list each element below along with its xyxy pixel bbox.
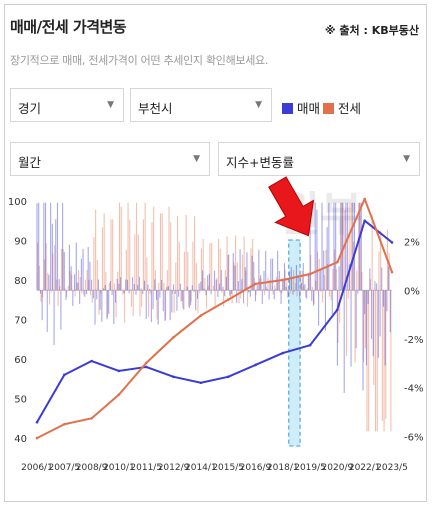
period-select-value: 월간 [18, 155, 42, 170]
period-select[interactable]: 월간 ▼ [10, 142, 210, 176]
point-jeonse [199, 314, 203, 317]
point-sale [254, 363, 257, 367]
y-tick-left: 100 [8, 197, 27, 208]
city-select[interactable]: 부천시 ▼ [130, 88, 272, 122]
point-jeonse [90, 417, 93, 420]
point-jeonse [390, 270, 394, 274]
metric-select-value: 지수+변동률 [226, 155, 294, 170]
y-tick-left: 60 [14, 355, 27, 366]
point-sale [117, 369, 121, 373]
point-jeonse [117, 393, 121, 396]
point-sale [281, 351, 285, 355]
x-tick-label: 2016/9 [240, 463, 272, 473]
point-jeonse [281, 278, 285, 282]
y-tick-right: -4% [404, 384, 423, 395]
x-tick-label: 2023/5 [376, 463, 408, 473]
point-sale [35, 420, 39, 424]
x-tick-label: 2019/5 [294, 463, 326, 473]
chevron-down-icon: ▼ [255, 100, 262, 110]
y-tick-left: 90 [14, 236, 27, 247]
x-tick-label: 2015/5 [212, 463, 244, 473]
region-select[interactable]: 경기 ▼ [10, 88, 124, 122]
x-tick-label: 2020/9 [322, 463, 354, 473]
point-sale [363, 219, 366, 222]
point-jeonse [35, 436, 39, 440]
series-line-jeonse [36, 197, 393, 439]
point-jeonse [226, 298, 230, 302]
highlight-range [288, 239, 301, 447]
legend-swatch-jeonse [323, 103, 334, 114]
point-sale [308, 343, 312, 347]
y-tick-right: 0% [404, 286, 420, 297]
point-jeonse [363, 197, 366, 201]
page-title: 매매/전세 가격변동 [10, 18, 127, 36]
x-tick-label: 2011/5 [130, 463, 162, 473]
legend-swatch-sale [282, 103, 293, 114]
x-tick-label: 2008/9 [76, 463, 108, 473]
point-sale [144, 365, 148, 369]
metric-select[interactable]: 지수+변동률 ▼ [218, 142, 420, 176]
chevron-down-icon: ▼ [107, 100, 114, 110]
point-sale [172, 375, 175, 379]
legend-jeonse[interactable]: 전세 [323, 98, 361, 117]
x-tick-label: 2010/1 [103, 463, 135, 473]
x-tick-label: 2022/1 [349, 463, 381, 473]
x-tick-label: 2006/1 [21, 463, 53, 473]
point-jeonse [308, 272, 312, 276]
x-tick-label: 2014/1 [185, 463, 217, 473]
legend-label-sale: 매매 [297, 101, 321, 116]
chevron-down-icon: ▼ [193, 154, 200, 164]
point-sale [336, 308, 339, 311]
arrow-icon [268, 176, 315, 237]
x-tick-label: 2018/1 [267, 463, 299, 473]
x-tick-label: 2007/5 [48, 463, 80, 473]
subtitle: 장기적으로 매매, 전세가격이 어떤 추세인지 확인해보세요. [10, 54, 269, 67]
chevron-down-icon: ▼ [403, 154, 410, 164]
y-tick-right: 2% [404, 238, 420, 249]
y-tick-left: 50 [14, 395, 27, 406]
y-tick-left: 40 [14, 434, 27, 445]
y-tick-right: -6% [404, 432, 423, 443]
point-sale [63, 373, 66, 377]
point-sale [199, 381, 203, 385]
point-jeonse [63, 422, 66, 426]
point-sale [226, 375, 230, 379]
region-select-value: 경기 [18, 101, 42, 116]
source-note: ※ 출처 : KB부동산 [324, 24, 419, 37]
point-sale [90, 359, 93, 363]
point-jeonse [336, 260, 339, 264]
y-tick-left: 80 [14, 276, 27, 287]
y-tick-right: -2% [404, 335, 423, 346]
y-tick-left: 70 [14, 316, 27, 327]
point-jeonse [144, 361, 148, 365]
point-sale [390, 241, 394, 244]
series-line-sale [36, 219, 393, 423]
point-jeonse [172, 335, 175, 339]
city-select-value: 부천시 [138, 101, 173, 116]
point-jeonse [254, 282, 257, 286]
x-tick-label: 2012/9 [158, 463, 190, 473]
chart-panel [4, 4, 427, 502]
legend-label-jeonse: 전세 [338, 101, 362, 116]
legend-sale[interactable]: 매매 [282, 98, 320, 117]
